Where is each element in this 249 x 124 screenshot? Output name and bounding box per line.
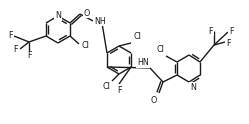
Text: NH: NH bbox=[94, 16, 106, 26]
Text: O: O bbox=[151, 96, 157, 105]
Text: Cl: Cl bbox=[133, 32, 141, 41]
Text: Cl: Cl bbox=[81, 41, 89, 49]
Text: F: F bbox=[13, 45, 18, 53]
Text: F: F bbox=[117, 86, 121, 95]
Text: F: F bbox=[8, 31, 13, 41]
Text: Cl: Cl bbox=[156, 45, 164, 54]
Text: N: N bbox=[190, 83, 196, 92]
Text: N: N bbox=[55, 12, 61, 20]
Text: HN: HN bbox=[137, 58, 149, 67]
Text: F: F bbox=[226, 38, 231, 47]
Text: F: F bbox=[229, 27, 234, 35]
Text: O: O bbox=[84, 9, 90, 17]
Text: Cl: Cl bbox=[102, 82, 110, 91]
Text: F: F bbox=[208, 27, 213, 35]
Text: F: F bbox=[27, 51, 31, 61]
